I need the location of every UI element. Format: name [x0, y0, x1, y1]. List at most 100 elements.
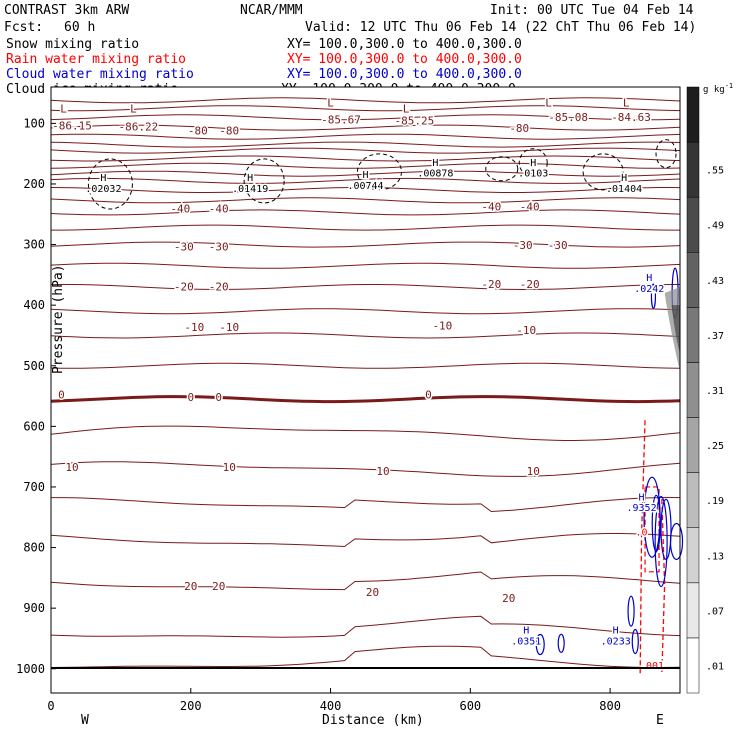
colorbar-label: .55 — [706, 166, 724, 177]
temperature-label: -80 — [188, 124, 208, 137]
y-tick-label: 600 — [23, 419, 45, 433]
temperature-label: -80 — [509, 122, 529, 135]
temperature-contour — [50, 241, 681, 248]
temperature-label: -10 — [219, 321, 239, 334]
y-tick-label: 500 — [23, 359, 45, 373]
snow-contour — [582, 153, 624, 191]
cloud-water-contour — [651, 494, 661, 552]
snow-maximum-value: .02032 — [85, 184, 121, 195]
plot-frame — [50, 86, 681, 694]
temperature-contour — [50, 332, 681, 339]
temperature-contour — [50, 395, 681, 404]
temperature-contour — [50, 571, 681, 591]
snow-maximum-marker: H — [530, 158, 536, 169]
cloud-water-contour — [631, 628, 639, 655]
forecast-label: Fcst: — [4, 20, 43, 35]
colorbar: .01 .07 .13 .19 .25 .31 .37 .43 .49 .55 — [686, 86, 724, 694]
colorbar-segment — [686, 252, 700, 308]
temperature-contour — [50, 141, 681, 148]
temperature-minimum-marker: L — [60, 102, 67, 115]
colorbar-label: .07 — [706, 606, 724, 617]
temperature-minimum-marker: L — [130, 102, 137, 115]
temperature-label: -40 — [481, 201, 501, 214]
cloud-ice-shading — [664, 286, 680, 372]
temperature-contour — [51, 224, 680, 231]
colorbar-segment — [686, 141, 700, 198]
temperature-contour — [50, 362, 681, 369]
temperature-contour — [50, 147, 681, 154]
west-label: W — [81, 713, 89, 728]
colorbar-segment — [686, 86, 700, 143]
snow-contour — [356, 153, 402, 191]
y-tick-label: 100 — [23, 116, 45, 130]
colorbar-segment — [686, 196, 700, 253]
legend-cloud-water-xy: XY= 100.0,300.0 to 400.0,300.0 — [287, 67, 522, 82]
temperature-label: 20 — [184, 580, 197, 593]
legend-snow-label: Snow mixing ratio — [6, 37, 139, 52]
temperature-label: 0 — [187, 391, 194, 404]
y-tick-label: 1000 — [16, 662, 45, 676]
snow-maximum-value: .01404 — [606, 184, 642, 195]
temperature-label: 20 — [366, 586, 379, 599]
temperature-label: -30 — [548, 239, 568, 252]
temperature-label: -20 — [209, 281, 229, 294]
temperature-contour — [50, 645, 681, 669]
temperature-label: -30 — [209, 241, 229, 254]
temperature-label: -86.15 — [52, 119, 92, 132]
cloud-water-maximum-value: .9352 — [627, 503, 657, 514]
x-axis-label: Distance (km) — [322, 713, 424, 728]
legend-cloud-water-label: Cloud water mixing ratio — [6, 67, 194, 82]
temperature-contour — [50, 197, 681, 204]
snow-contour — [87, 158, 133, 210]
snow-maximum-value: .01419 — [232, 184, 268, 195]
colorbar-label: .25 — [706, 441, 724, 452]
temperature-contour — [50, 308, 681, 315]
temperature-label: -85.67 — [321, 113, 361, 126]
cloud-water-maximum-value: .0233 — [601, 637, 631, 648]
colorbar-segment — [686, 637, 700, 694]
colorbar-unit: g kg-1 — [703, 82, 733, 95]
y-axis-label: Pressure (hPa) — [51, 264, 66, 374]
temperature-label: -40 — [520, 201, 540, 214]
colorbar-label: .13 — [706, 551, 724, 562]
cloud-water-contour — [669, 522, 684, 561]
y-tick-label: 800 — [23, 541, 45, 555]
temperature-contour — [50, 615, 681, 638]
temperature-label: -86.22 — [118, 121, 158, 134]
cloud-water-maximum-marker: H — [639, 492, 645, 503]
legend-rain-label: Rain water mixing ratio — [6, 52, 186, 67]
temperature-contours — [50, 97, 681, 669]
snow-contour — [485, 156, 519, 182]
temperature-label: -30 — [513, 239, 533, 252]
temperature-contour — [50, 105, 681, 112]
colorbar-segment — [686, 417, 700, 473]
temperature-label: 0 — [425, 388, 432, 401]
temperature-contour — [50, 97, 681, 104]
temperature-label: -20 — [174, 281, 194, 294]
temperature-minimum-marker: L — [545, 96, 552, 109]
temperature-label: 10 — [65, 461, 78, 474]
cloud-water-contour — [650, 283, 657, 309]
temperature-label: -10 — [516, 324, 536, 337]
temperature-contour — [50, 114, 681, 121]
x-tick-label: 0 — [47, 699, 54, 713]
x-tick-label: 600 — [459, 699, 481, 713]
snow-maximum-marker: H — [432, 158, 438, 169]
x-tick-label: 200 — [180, 699, 202, 713]
rain-contour — [661, 499, 666, 675]
temperature-contour — [50, 155, 681, 162]
temperature-contour — [50, 170, 681, 177]
organization: NCAR/MMM — [240, 3, 303, 18]
cloud-water-contour — [557, 633, 565, 653]
snow-maximum-marker: H — [621, 173, 627, 184]
colorbar-label: .01 — [706, 661, 724, 672]
cloud-water-maximum-marker: H — [523, 626, 529, 637]
temperature-label: -85.08 — [548, 111, 588, 124]
temperature-label: -84.63 — [611, 111, 651, 124]
temperature-label: 0 — [58, 388, 65, 401]
legend-rain-xy: XY= 100.0,300.0 to 400.0,300.0 — [287, 52, 522, 67]
rain-label: .0 — [636, 527, 648, 538]
cloud-water-contour — [535, 633, 545, 656]
cloud-water-maximum-value: .0351 — [511, 637, 541, 648]
